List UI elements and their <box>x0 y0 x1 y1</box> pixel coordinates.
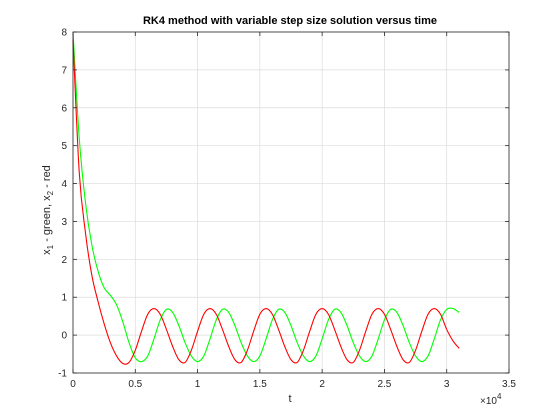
x-tick-label: 3 <box>444 379 450 390</box>
y-label-sub2: 2 <box>46 190 55 195</box>
y-tick-label: 1 <box>61 293 67 304</box>
x-tick-label: 0 <box>70 379 76 390</box>
y-axis-label: x1 - green, x2 - red <box>41 165 55 255</box>
series-line-x1 <box>72 31 460 363</box>
series-line-x2 <box>72 39 460 365</box>
plot-lines <box>72 31 460 365</box>
y-label-part1: x <box>41 249 53 255</box>
y-tick-label: 8 <box>61 28 67 39</box>
y-tick-label: 0 <box>61 331 67 342</box>
y-label-part3: - red <box>41 165 53 191</box>
x-axis-label: t <box>288 393 291 405</box>
y-tick-label: 2 <box>61 255 67 266</box>
x-tick-label: 1 <box>195 379 201 390</box>
x-tick-label: 0.5 <box>128 379 142 390</box>
y-tick-label: 7 <box>61 65 67 76</box>
x-exponent-power: 4 <box>497 392 502 401</box>
chart-title: RK4 method with variable step size solut… <box>143 15 437 27</box>
x-tick-label: 1.5 <box>253 379 267 390</box>
y-tick-label: -1 <box>58 369 67 380</box>
y-tick-label: 6 <box>61 103 67 114</box>
x-tick-label: 2.5 <box>377 379 391 390</box>
y-label-part2: - green, x <box>41 195 53 245</box>
y-tick-label: 5 <box>61 141 67 152</box>
y-label-sub1: 1 <box>46 244 55 249</box>
y-tick-label: 4 <box>61 179 67 190</box>
x-exponent: ×104 <box>480 392 502 407</box>
x-tick-label: 2 <box>319 379 325 390</box>
x-exponent-base: ×10 <box>480 396 497 407</box>
y-tick-label: 3 <box>61 217 67 228</box>
x-tick-label: 3.5 <box>502 379 516 390</box>
axes-box <box>72 31 510 374</box>
